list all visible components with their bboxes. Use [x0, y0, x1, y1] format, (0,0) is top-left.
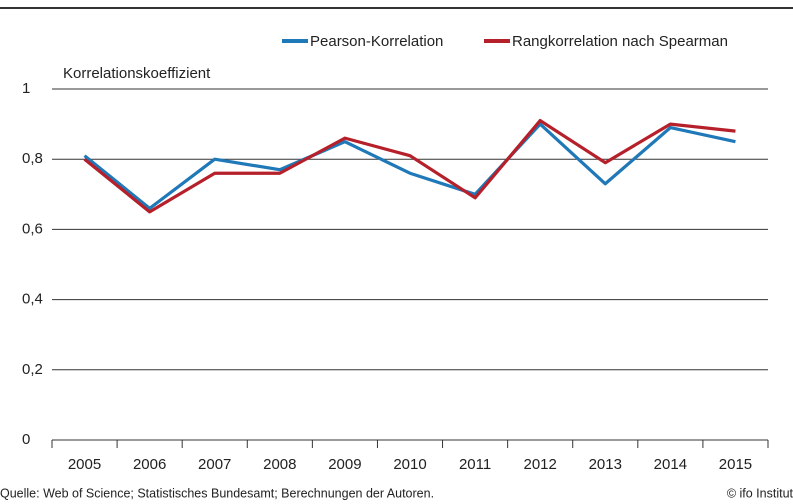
x-tick-label: 2011	[459, 456, 491, 473]
x-tick-label: 2006	[133, 456, 166, 473]
source-note: Quelle: Web of Science; Statistisches Bu…	[0, 486, 434, 500]
x-tick-label: 2007	[198, 456, 231, 473]
x-tick-label: 2014	[654, 456, 687, 473]
y-tick-label: 1	[22, 80, 30, 97]
y-tick-label: 0	[22, 431, 30, 448]
x-tick-label: 2012	[523, 456, 556, 473]
x-tick-label: 2010	[393, 456, 426, 473]
x-tick-label: 2008	[263, 456, 296, 473]
x-tick-label: 2013	[589, 456, 622, 473]
data-line	[83, 122, 736, 210]
x-tick-label: 2015	[719, 456, 752, 473]
x-tick-label: 2005	[68, 456, 101, 473]
y-tick-label: 0,4	[22, 291, 43, 308]
legend-label: Rangkorrelation nach Spearman	[512, 33, 728, 50]
x-tick-label: 2009	[328, 456, 361, 473]
legend-label: Pearson-Korrelation	[310, 33, 443, 50]
y-tick-label: 0,8	[22, 150, 43, 167]
y-tick-label: 0,6	[22, 220, 43, 237]
credit: © ifo Institut	[727, 486, 793, 500]
data-line	[83, 118, 736, 214]
y-tick-label: 0,2	[22, 361, 43, 378]
y-axis-title: Korrelationskoeffizient	[63, 65, 211, 82]
